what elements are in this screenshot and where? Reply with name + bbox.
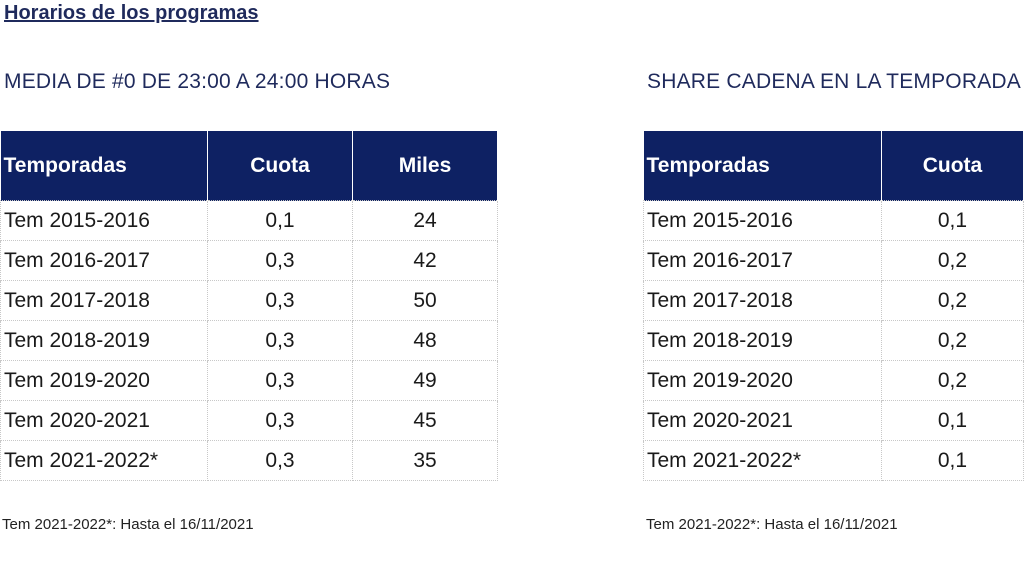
table-row: Tem 2016-2017 0,2 — [643, 240, 1024, 281]
season-cell: Tem 2021-2022* — [643, 440, 882, 481]
table-row: Tem 2016-2017 0,3 42 — [0, 240, 498, 281]
table-row: Tem 2020-2021 0,3 45 — [0, 400, 498, 441]
season-cell: Tem 2018-2019 — [643, 320, 882, 361]
season-cell: Tem 2016-2017 — [0, 240, 208, 281]
cuota-cell: 0,1 — [207, 200, 353, 241]
left-header-row: Temporadas Cuota Miles — [0, 131, 498, 201]
table-row: Tem 2020-2021 0,1 — [643, 400, 1024, 441]
cuota-cell: 0,3 — [207, 240, 353, 281]
table-row: Tem 2015-2016 0,1 — [643, 200, 1024, 241]
left-header-miles: Miles — [352, 131, 498, 201]
cuota-cell: 0,3 — [207, 280, 353, 321]
right-table: Temporadas Cuota Tem 2015-2016 0,1 Tem 2… — [643, 131, 1024, 481]
cuota-cell: 0,2 — [880, 320, 1024, 361]
season-cell: Tem 2015-2016 — [643, 200, 882, 241]
right-footnote: Tem 2021-2022*: Hasta el 16/11/2021 — [646, 516, 898, 533]
cuota-cell: 0,1 — [880, 200, 1024, 241]
season-cell: Tem 2019-2020 — [643, 360, 882, 401]
miles-cell: 49 — [352, 360, 498, 401]
right-section-title: SHARE CADENA EN LA TEMPORADA — [647, 70, 1021, 93]
season-cell: Tem 2018-2019 — [0, 320, 208, 361]
cuota-cell: 0,2 — [880, 240, 1024, 281]
cuota-cell: 0,2 — [880, 280, 1024, 321]
miles-cell: 35 — [352, 440, 498, 481]
cuota-cell: 0,1 — [880, 440, 1024, 481]
cuota-cell: 0,1 — [880, 400, 1024, 441]
season-cell: Tem 2019-2020 — [0, 360, 208, 401]
cuota-cell: 0,3 — [207, 320, 353, 361]
season-cell: Tem 2016-2017 — [643, 240, 882, 281]
page-title: Horarios de los programas — [4, 2, 259, 24]
table-row: Tem 2019-2020 0,2 — [643, 360, 1024, 401]
table-row: Tem 2015-2016 0,1 24 — [0, 200, 498, 241]
table-row: Tem 2017-2018 0,3 50 — [0, 280, 498, 321]
right-header-row: Temporadas Cuota — [643, 131, 1024, 201]
season-cell: Tem 2021-2022* — [0, 440, 208, 481]
cuota-cell: 0,3 — [207, 400, 353, 441]
season-cell: Tem 2020-2021 — [643, 400, 882, 441]
miles-cell: 48 — [352, 320, 498, 361]
cuota-cell: 0,2 — [880, 360, 1024, 401]
season-cell: Tem 2017-2018 — [0, 280, 208, 321]
left-header-temporadas: Temporadas — [0, 131, 208, 201]
season-cell: Tem 2020-2021 — [0, 400, 208, 441]
left-table: Temporadas Cuota Miles Tem 2015-2016 0,1… — [0, 131, 498, 481]
table-row: Tem 2018-2019 0,2 — [643, 320, 1024, 361]
table-row: Tem 2021-2022* 0,1 — [643, 440, 1024, 481]
left-section-title: MEDIA DE #0 DE 23:00 A 24:00 HORAS — [4, 70, 391, 93]
season-cell: Tem 2015-2016 — [0, 200, 208, 241]
table-row: Tem 2019-2020 0,3 49 — [0, 360, 498, 401]
right-header-cuota: Cuota — [881, 131, 1024, 201]
season-cell: Tem 2017-2018 — [643, 280, 882, 321]
left-header-cuota: Cuota — [207, 131, 353, 201]
table-row: Tem 2018-2019 0,3 48 — [0, 320, 498, 361]
cuota-cell: 0,3 — [207, 360, 353, 401]
left-footnote: Tem 2021-2022*: Hasta el 16/11/2021 — [2, 516, 254, 533]
cuota-cell: 0,3 — [207, 440, 353, 481]
right-header-temporadas: Temporadas — [643, 131, 882, 201]
miles-cell: 45 — [352, 400, 498, 441]
table-row: Tem 2021-2022* 0,3 35 — [0, 440, 498, 481]
table-row: Tem 2017-2018 0,2 — [643, 280, 1024, 321]
miles-cell: 24 — [352, 200, 498, 241]
miles-cell: 50 — [352, 280, 498, 321]
miles-cell: 42 — [352, 240, 498, 281]
